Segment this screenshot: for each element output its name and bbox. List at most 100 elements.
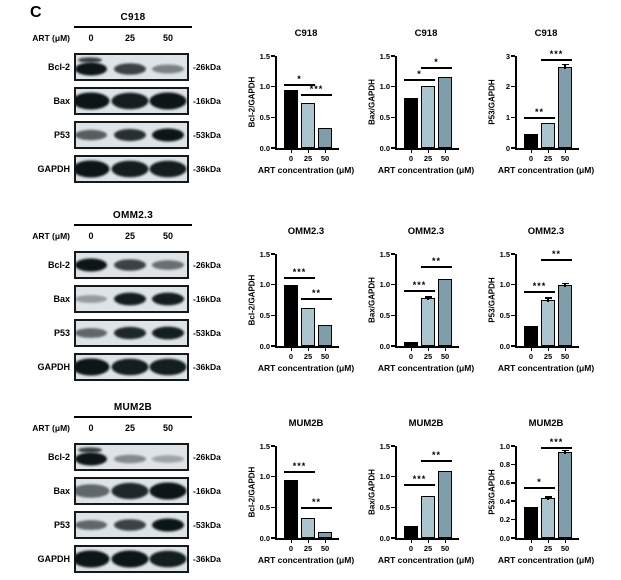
blot-panel: C918 ART (μM) 0 25 50 Bcl-2 -26kDa Bax -16kDa P53… xyxy=(20,8,240,198)
blot-bands-image xyxy=(74,53,189,81)
kda-marker: -36kDa xyxy=(193,164,221,174)
significance-stars: ** xyxy=(311,497,321,508)
x-tick-mark xyxy=(427,348,429,351)
blot-box-bax xyxy=(72,87,189,115)
x-axis-label: ART concentration (μM) xyxy=(257,165,355,175)
y-tick-mark xyxy=(391,253,395,255)
significance-stars: ** xyxy=(431,450,441,461)
y-tick-label: 0.5 xyxy=(259,310,270,320)
cell-line-underline xyxy=(74,416,192,418)
y-tick-label: 0 xyxy=(505,143,510,153)
y-tick-label: 0.5 xyxy=(499,310,510,320)
significance-line xyxy=(524,117,555,120)
x-axis-label: ART concentration (μM) xyxy=(377,165,475,175)
protein-label: P53 xyxy=(53,328,70,338)
bar-dose-50 xyxy=(318,324,332,346)
protein-label: Bcl-2 xyxy=(47,452,70,462)
y-tick-label: 0.4 xyxy=(499,496,510,506)
blot-bands-image xyxy=(74,443,189,471)
blot-bands-image xyxy=(72,155,189,183)
x-tick-label: 25 xyxy=(303,352,313,361)
significance-line xyxy=(541,59,572,62)
y-tick-mark xyxy=(271,345,275,347)
significance-line xyxy=(301,507,332,510)
y-tick-label: 1.0 xyxy=(259,472,270,482)
x-tick-label: 50 xyxy=(440,352,450,361)
y-tick-mark xyxy=(391,55,395,57)
plot-area xyxy=(515,254,579,348)
x-axis-label: ART concentration (μM) xyxy=(257,555,355,565)
y-tick-label: 0.0 xyxy=(259,533,270,543)
protein-label: P53 xyxy=(53,130,70,140)
x-tick-mark xyxy=(564,150,566,153)
y-tick-label: 1.5 xyxy=(259,441,270,451)
blot-bands-image xyxy=(74,285,189,313)
significance-stars: *** xyxy=(309,84,324,95)
x-tick-mark xyxy=(427,150,429,153)
y-tick-mark xyxy=(511,463,515,466)
x-tick-label: 0 xyxy=(528,544,534,553)
x-tick-label: 25 xyxy=(303,154,313,163)
x-tick-mark xyxy=(324,150,326,153)
bar-dose-25 xyxy=(301,307,315,346)
kda-marker: -36kDa xyxy=(193,362,221,372)
significance-stars: *** xyxy=(549,49,564,60)
dose-label: 50 xyxy=(162,423,173,433)
bar-dose-50 xyxy=(558,66,572,148)
y-tick-mark xyxy=(391,537,395,539)
y-tick-label: 1.5 xyxy=(259,249,270,259)
y-tick-label: 0.5 xyxy=(379,310,390,320)
blot-bands-image xyxy=(72,87,189,115)
significance-stars: *** xyxy=(292,460,307,471)
bar-dose-50 xyxy=(558,452,572,538)
chart-title: OMM2.3 xyxy=(407,226,445,237)
x-tick-mark xyxy=(290,348,292,351)
significance-line xyxy=(541,446,572,449)
chart-title: C918 xyxy=(534,28,558,39)
bar-dose-0 xyxy=(284,89,298,148)
y-tick-mark xyxy=(271,147,275,149)
art-dose-row-label: ART (μM) xyxy=(32,231,70,241)
y-tick-mark xyxy=(271,283,275,286)
y-tick-mark xyxy=(271,116,275,119)
y-tick-label: 0.5 xyxy=(259,112,270,122)
y-tick-label: 0.0 xyxy=(379,341,390,351)
error-bar-stem xyxy=(427,296,429,301)
blot-box-gapdh xyxy=(72,353,189,381)
x-tick-mark xyxy=(290,150,292,153)
significance-stars: *** xyxy=(412,474,427,485)
chart-mum2b-bcl-2: MUM2B Bcl-2/GAPDH 0.0 0.5 1.0 1.5 0 25 50 *** ** AR… xyxy=(243,398,377,574)
bar-dose-50 xyxy=(438,278,452,346)
y-tick-mark xyxy=(391,116,395,119)
dose-label: 25 xyxy=(124,231,135,241)
x-tick-label: 50 xyxy=(560,544,570,553)
kda-marker: -16kDa xyxy=(193,486,221,496)
error-bar-stem xyxy=(547,497,549,501)
error-bar-stem xyxy=(564,283,566,287)
bar-dose-0 xyxy=(404,341,418,346)
x-tick-mark xyxy=(324,348,326,351)
y-tick-mark xyxy=(511,85,515,88)
y-tick-mark xyxy=(511,147,515,149)
x-tick-label: 25 xyxy=(543,352,553,361)
y-tick-mark xyxy=(511,500,515,502)
kda-marker: -26kDa xyxy=(193,452,221,462)
x-tick-mark xyxy=(547,348,549,351)
dose-label: 25 xyxy=(124,33,135,43)
blot-box-bax xyxy=(74,285,189,313)
bar-dose-25 xyxy=(301,518,315,538)
blot-box-gapdh xyxy=(72,545,189,573)
significance-stars: ** xyxy=(431,256,441,267)
y-tick-label: 1.5 xyxy=(379,249,390,259)
bar-dose-0 xyxy=(404,97,418,148)
y-tick-mark xyxy=(271,537,275,539)
blot-bands-image xyxy=(74,319,189,347)
y-tick-label: 0.0 xyxy=(379,533,390,543)
kda-marker: -53kDa xyxy=(193,328,221,338)
y-tick-label: 0.0 xyxy=(379,143,390,153)
protein-label: GAPDH xyxy=(37,554,70,564)
blot-panel: OMM2.3 ART (μM) 0 25 50 Bcl-2 -26kDa Bax -16kDa P… xyxy=(20,206,240,396)
significance-line xyxy=(284,470,315,473)
x-axis-label: ART concentration (μM) xyxy=(497,555,595,565)
significance-line xyxy=(284,276,315,279)
